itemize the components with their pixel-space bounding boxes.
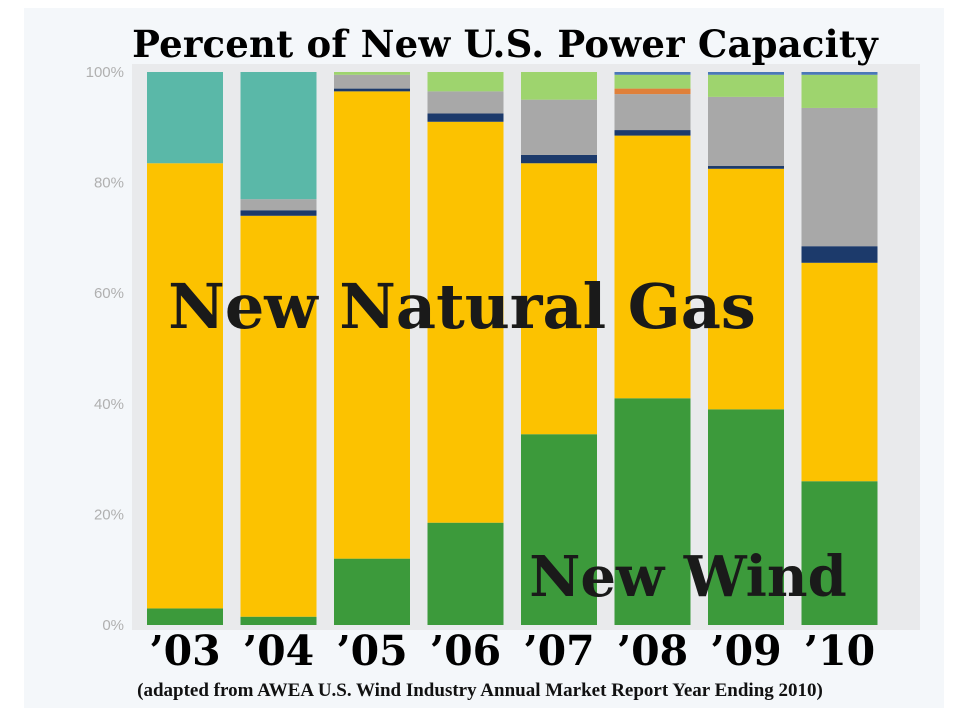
bar-segment [521,163,597,435]
x-tick-label: ’08 [617,627,688,675]
bar-segment [801,107,878,247]
x-tick-label: ’10 [804,627,875,675]
bar-segment [240,199,317,211]
chart-title: Percent of New U.S. Power Capacity [132,22,878,66]
bar-segment [708,166,784,169]
bar-segment [240,215,317,617]
bar-segment [801,481,878,625]
bar-segment [801,262,878,482]
y-tick-label: 80% [94,175,124,192]
bar-segment [427,91,504,114]
bar-segment [427,113,504,122]
bar-segment [147,163,223,609]
bar-segment [708,409,784,625]
bar-segment [521,99,597,155]
y-tick-label: 20% [94,506,124,523]
bar-segment [614,72,691,75]
x-tick-label: ’06 [430,627,501,675]
bar-segment [708,72,784,75]
y-tick-label: 60% [94,285,124,302]
bar-segment [147,72,223,164]
bar-segment [521,434,597,625]
bar-segment [334,88,410,92]
x-tick-label: ’07 [523,627,594,675]
bar-segment [427,121,504,523]
bar-segment [614,94,691,131]
y-tick-label: 40% [94,396,124,413]
bar-segment [614,130,691,136]
bar-segment [801,72,878,75]
bar-segment [147,608,223,625]
bar-segment [334,558,410,625]
bar-segment [708,168,784,410]
y-tick-label: 100% [86,64,124,81]
x-tick-label: ’04 [243,627,314,675]
source-caption: (adapted from AWEA U.S. Wind Industry An… [137,680,823,701]
bar-segment [614,398,691,625]
bar-segment [521,154,597,164]
bar-segment [614,135,691,399]
bar-segment [334,72,410,75]
x-tick-label: ’05 [336,627,407,675]
bar-segment [240,72,317,200]
bar-segment [708,74,784,97]
bar-segment [801,246,878,263]
bar-segment [801,74,878,108]
x-tick-label: ’09 [710,627,781,675]
bar-segment [334,74,410,89]
bar-segment [614,88,691,95]
bar-segment [427,72,504,92]
x-tick-label: ’03 [149,627,220,675]
bar-segment [708,96,784,167]
bar-segment [240,616,317,625]
bar-segment [240,210,317,216]
bar-segment [427,522,504,625]
bar-segment [614,74,691,89]
y-tick-label: 0% [102,617,124,634]
natural-gas-annotation: New Natural Gas [168,270,756,343]
bar-segment [521,72,597,100]
wind-annotation: New Wind [529,544,847,610]
bar-segment [334,91,410,559]
